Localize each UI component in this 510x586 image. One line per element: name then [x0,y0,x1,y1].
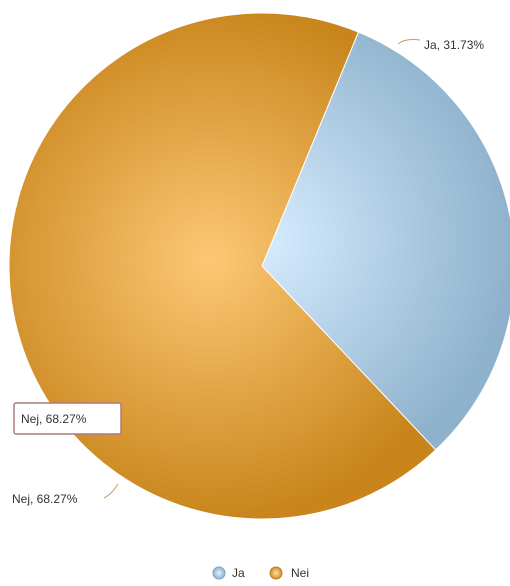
leader-line-ja [397,39,421,45]
leader-lines [103,39,421,499]
legend-label-nei: Nei [291,566,309,580]
legend-item-ja[interactable]: Ja [212,566,245,580]
data-label-ja: Ja, 31.73% [424,38,484,52]
tooltip-text: Nej, 68.27% [21,412,87,426]
tooltip-box [13,402,122,435]
legend-marker-ja [212,566,226,580]
data-label-nei: Nej, 68.27% [12,492,78,506]
legend-item-nei[interactable]: Nei [269,566,309,580]
legend-label-ja: Ja [232,566,245,580]
pie-slices [8,12,510,520]
leader-line-nei [103,483,119,499]
tooltip: Nej, 68.27% [13,402,122,435]
legend-marker-nei [269,566,283,580]
pie-slice-ja[interactable] [261,31,510,451]
pie-slice-nei[interactable] [8,12,437,520]
legend: Ja Nei [212,566,309,580]
